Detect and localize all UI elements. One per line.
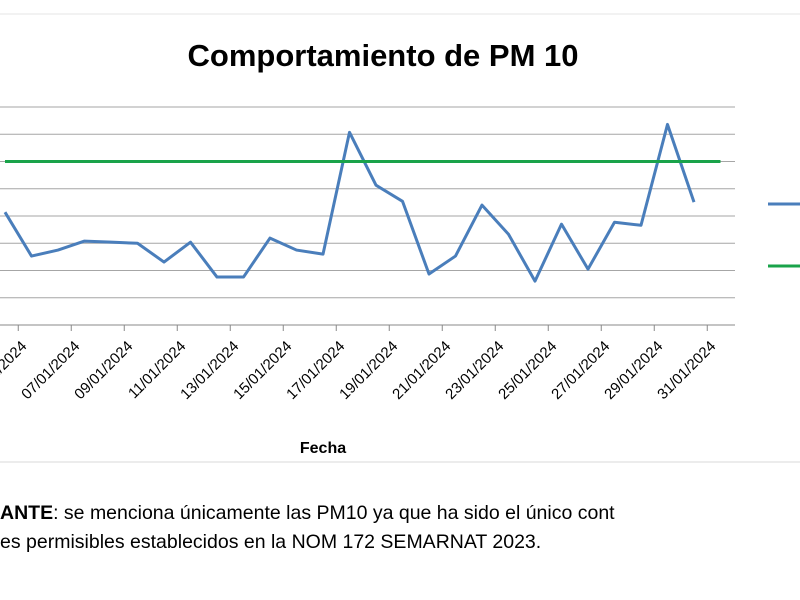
note-line-2: es permisibles establecidos en la NOM 17… [0,531,541,553]
note-bold: ANTE [0,502,53,524]
x-axis-title: Fecha [300,440,346,457]
note-text: : se menciona únicamente las PM10 ya que… [53,502,615,524]
note-line: ANTE: se menciona únicamente las PM10 ya… [0,502,615,524]
chart-title: Comportamiento de PM 10 [188,38,579,73]
series-line [3,122,696,283]
